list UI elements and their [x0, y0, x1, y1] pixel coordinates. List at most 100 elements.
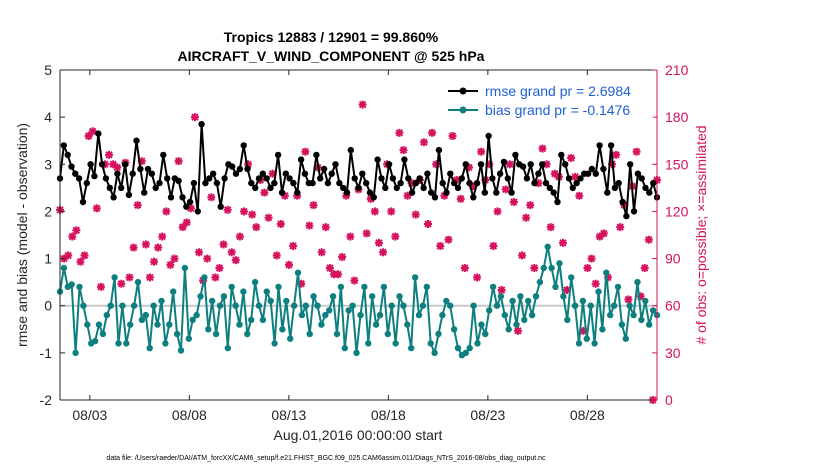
obs-marker — [599, 229, 608, 238]
bias-point — [478, 321, 485, 328]
rmse-point — [496, 170, 504, 177]
obs-marker-stroke — [420, 138, 428, 146]
rmse-point — [114, 170, 121, 177]
obs-marker — [612, 150, 621, 159]
obs-marker — [575, 191, 584, 200]
bias-point — [294, 269, 302, 276]
obs-marker-stroke — [387, 207, 395, 216]
obs-marker — [526, 201, 535, 210]
obs-marker — [411, 210, 420, 219]
obs-marker-stroke — [473, 273, 481, 282]
rmse-point — [194, 208, 201, 215]
obs-marker — [248, 210, 257, 219]
bias-point — [536, 278, 544, 286]
obs-marker-stroke — [89, 127, 97, 135]
obs-marker-stroke — [559, 239, 567, 247]
obs-marker-stroke — [191, 113, 199, 121]
obs-marker-stroke — [444, 236, 453, 244]
obs-marker — [374, 238, 383, 247]
bias-point — [583, 335, 590, 342]
obs-marker-stroke — [571, 173, 579, 181]
obs-marker-stroke — [142, 240, 150, 249]
bias-point — [205, 326, 212, 333]
left-tick-label: -2 — [40, 392, 53, 408]
obs-marker — [509, 198, 518, 206]
obs-marker — [518, 251, 527, 260]
obs-marker-stroke — [587, 254, 596, 263]
obs-marker — [370, 207, 379, 216]
rmse-point — [627, 161, 634, 168]
x-axis-ticks: 08/03 08/08 08/13 08/18 08/23 08/28 — [72, 70, 605, 423]
obs-marker-stroke — [326, 264, 334, 272]
bias-point — [474, 340, 481, 347]
bias-point — [435, 330, 442, 338]
rmse-point — [328, 170, 335, 177]
obs-marker-stroke — [391, 232, 400, 241]
rmse-point — [297, 156, 305, 163]
bias-point — [146, 344, 153, 352]
rmse-point — [604, 189, 611, 196]
rmse-point — [313, 151, 320, 159]
rmse-point — [102, 175, 110, 182]
rmse-point — [118, 184, 125, 192]
obs-marker-stroke — [93, 204, 101, 212]
bias-point — [251, 278, 259, 286]
obs-marker-stroke — [174, 157, 183, 165]
bias-point — [427, 340, 434, 347]
bias-point — [189, 316, 196, 324]
bias-point — [103, 311, 111, 319]
bias-point — [306, 330, 313, 338]
obs-marker-stroke — [522, 214, 530, 222]
bias-point — [134, 278, 142, 286]
bias-point — [216, 302, 224, 309]
bias-point — [224, 344, 231, 352]
bias-point — [95, 321, 103, 328]
obs-marker — [88, 127, 97, 136]
rmse-point — [141, 189, 148, 196]
obs-marker — [211, 273, 220, 282]
obs-marker-stroke — [289, 242, 297, 250]
obs-marker-stroke — [493, 207, 502, 216]
rmse-point — [558, 151, 565, 159]
rmse-point — [317, 175, 324, 182]
obs-marker — [419, 138, 428, 147]
x-tick-label: 08/08 — [172, 407, 207, 423]
obs-marker — [538, 144, 547, 153]
obs-marker — [162, 207, 171, 216]
obs-marker-stroke — [109, 160, 117, 168]
bias-point — [599, 326, 606, 333]
rmse-point — [615, 179, 622, 187]
obs-marker — [595, 232, 604, 241]
rmse-point — [389, 175, 397, 182]
obs-marker — [334, 270, 343, 279]
rmse-point — [336, 179, 343, 187]
obs-marker — [432, 160, 441, 169]
obs-marker — [215, 264, 224, 272]
obs-marker-stroke — [219, 240, 228, 249]
obs-marker-stroke — [105, 151, 113, 159]
rmse-point — [160, 151, 167, 159]
right-tick-label: 150 — [665, 156, 689, 172]
bias-point — [564, 316, 571, 324]
bias-point — [415, 311, 423, 319]
bias-point — [68, 281, 75, 288]
rmse-point — [374, 156, 381, 163]
bias-point — [240, 288, 247, 295]
rmse-point — [466, 179, 473, 187]
obs-marker — [227, 248, 236, 257]
obs-marker-stroke — [154, 243, 162, 252]
bias-point — [76, 283, 83, 291]
bias-point — [419, 302, 427, 309]
bias-point — [376, 311, 384, 319]
rmse-point — [408, 189, 416, 196]
obs-marker — [362, 229, 371, 238]
bias-point — [513, 321, 520, 328]
obs-marker-stroke — [72, 226, 81, 234]
obs-marker-stroke — [489, 242, 498, 250]
obs-marker-stroke — [506, 160, 514, 168]
bias-point — [111, 274, 118, 281]
rmse-point — [91, 172, 98, 180]
obs-marker-stroke — [428, 129, 436, 137]
bias-point — [138, 316, 146, 324]
rmse-point — [64, 151, 71, 159]
